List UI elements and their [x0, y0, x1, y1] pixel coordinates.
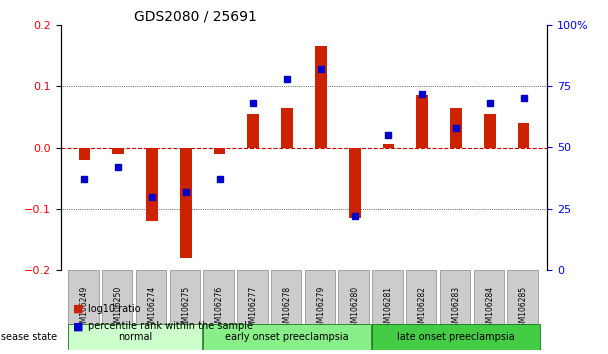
Bar — [146, 148, 158, 221]
Text: GSM106281: GSM106281 — [384, 286, 393, 332]
Bar — [315, 46, 326, 148]
FancyBboxPatch shape — [203, 324, 371, 350]
FancyBboxPatch shape — [507, 270, 537, 347]
FancyBboxPatch shape — [305, 270, 335, 347]
FancyBboxPatch shape — [406, 270, 437, 347]
Bar — [78, 148, 91, 160]
Bar — [484, 114, 496, 148]
Bar — [450, 108, 462, 148]
FancyBboxPatch shape — [203, 270, 233, 347]
Text: GSM106276: GSM106276 — [215, 285, 224, 332]
FancyBboxPatch shape — [372, 324, 540, 350]
Text: GSM106278: GSM106278 — [283, 286, 292, 332]
Bar — [382, 144, 395, 148]
FancyBboxPatch shape — [440, 270, 470, 347]
FancyBboxPatch shape — [372, 270, 402, 347]
Text: GSM106274: GSM106274 — [148, 285, 156, 332]
Text: GSM106284: GSM106284 — [485, 286, 494, 332]
Text: GSM106279: GSM106279 — [316, 285, 325, 332]
Bar — [517, 123, 530, 148]
Text: GSM106277: GSM106277 — [249, 285, 258, 332]
Text: percentile rank within the sample: percentile rank within the sample — [88, 321, 253, 331]
FancyBboxPatch shape — [102, 270, 133, 347]
Text: GSM106282: GSM106282 — [418, 286, 427, 332]
Bar — [247, 114, 259, 148]
Text: GSM106250: GSM106250 — [114, 285, 123, 332]
Text: late onset preeclampsia: late onset preeclampsia — [397, 332, 515, 342]
FancyBboxPatch shape — [68, 270, 98, 347]
FancyBboxPatch shape — [474, 270, 504, 347]
Text: normal: normal — [118, 332, 152, 342]
FancyBboxPatch shape — [68, 324, 202, 350]
Bar — [112, 148, 124, 154]
Text: disease state: disease state — [0, 332, 57, 342]
FancyBboxPatch shape — [339, 270, 369, 347]
FancyBboxPatch shape — [237, 270, 268, 347]
Bar — [281, 108, 293, 148]
Text: GSM106285: GSM106285 — [519, 286, 528, 332]
FancyBboxPatch shape — [271, 270, 302, 347]
Text: GSM106275: GSM106275 — [181, 285, 190, 332]
Bar — [416, 95, 428, 148]
FancyBboxPatch shape — [170, 270, 200, 347]
Text: GDS2080 / 25691: GDS2080 / 25691 — [134, 10, 257, 24]
Text: ■: ■ — [73, 303, 83, 314]
Bar — [180, 148, 192, 258]
Text: early onset preeclampsia: early onset preeclampsia — [226, 332, 349, 342]
Text: log10 ratio: log10 ratio — [88, 303, 141, 314]
Text: GSM106283: GSM106283 — [452, 286, 460, 332]
FancyBboxPatch shape — [136, 270, 166, 347]
Bar — [349, 148, 361, 218]
Text: GSM106249: GSM106249 — [80, 285, 89, 332]
Text: ■: ■ — [73, 321, 83, 331]
Text: GSM106280: GSM106280 — [350, 286, 359, 332]
Bar — [213, 148, 226, 154]
